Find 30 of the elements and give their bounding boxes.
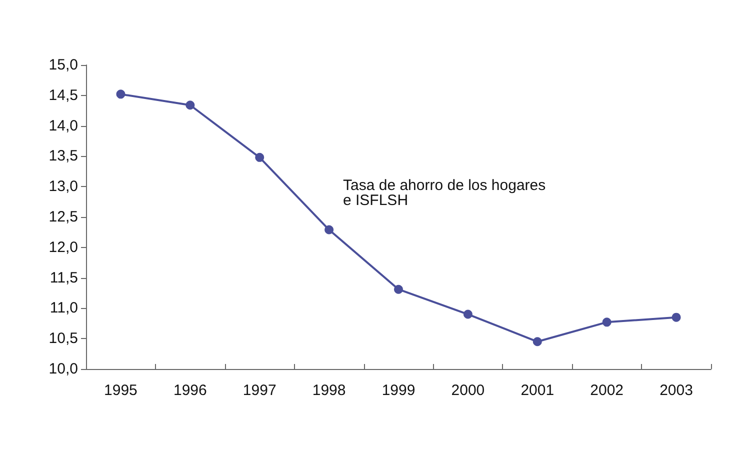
x-tick-label: 2003 <box>660 382 693 399</box>
point <box>116 90 126 99</box>
point <box>672 312 681 322</box>
y-tick-label: 11,0 <box>50 300 78 317</box>
point <box>463 310 472 319</box>
y-tick-label: 14,0 <box>48 117 78 134</box>
y-tick-label: 14,5 <box>48 86 78 104</box>
x-tick-label: 2001 <box>520 382 554 399</box>
y-tick-label: 10,5 <box>48 330 78 348</box>
y-tick-label: 12,5 <box>48 208 78 226</box>
point <box>324 225 334 234</box>
point <box>602 318 612 327</box>
point <box>532 337 542 346</box>
x-tick-label: 1995 <box>104 382 138 399</box>
point <box>394 284 403 294</box>
x-tick-label: 1998 <box>312 382 346 399</box>
annotation: Tasa de ahorro de los hogares e ISFLSH <box>343 177 546 209</box>
x-tick-label: 1997 <box>242 382 276 399</box>
point <box>186 100 195 110</box>
y-tick-label: 15,0 <box>48 56 78 74</box>
y-tick-label: 12,0 <box>48 238 78 256</box>
x-tick-label: 2000 <box>451 382 485 399</box>
point <box>255 152 264 162</box>
x-tick-label: 1999 <box>382 382 416 399</box>
y-tick-label: 13,0 <box>48 178 78 196</box>
x-tick-label: 2002 <box>590 382 624 399</box>
y-tick-label: 13,5 <box>48 148 78 165</box>
y-tick-label: 10,0 <box>48 360 78 378</box>
x-tick-label: 1996 <box>173 382 207 399</box>
y-tick-label: 11,5 <box>50 269 78 286</box>
